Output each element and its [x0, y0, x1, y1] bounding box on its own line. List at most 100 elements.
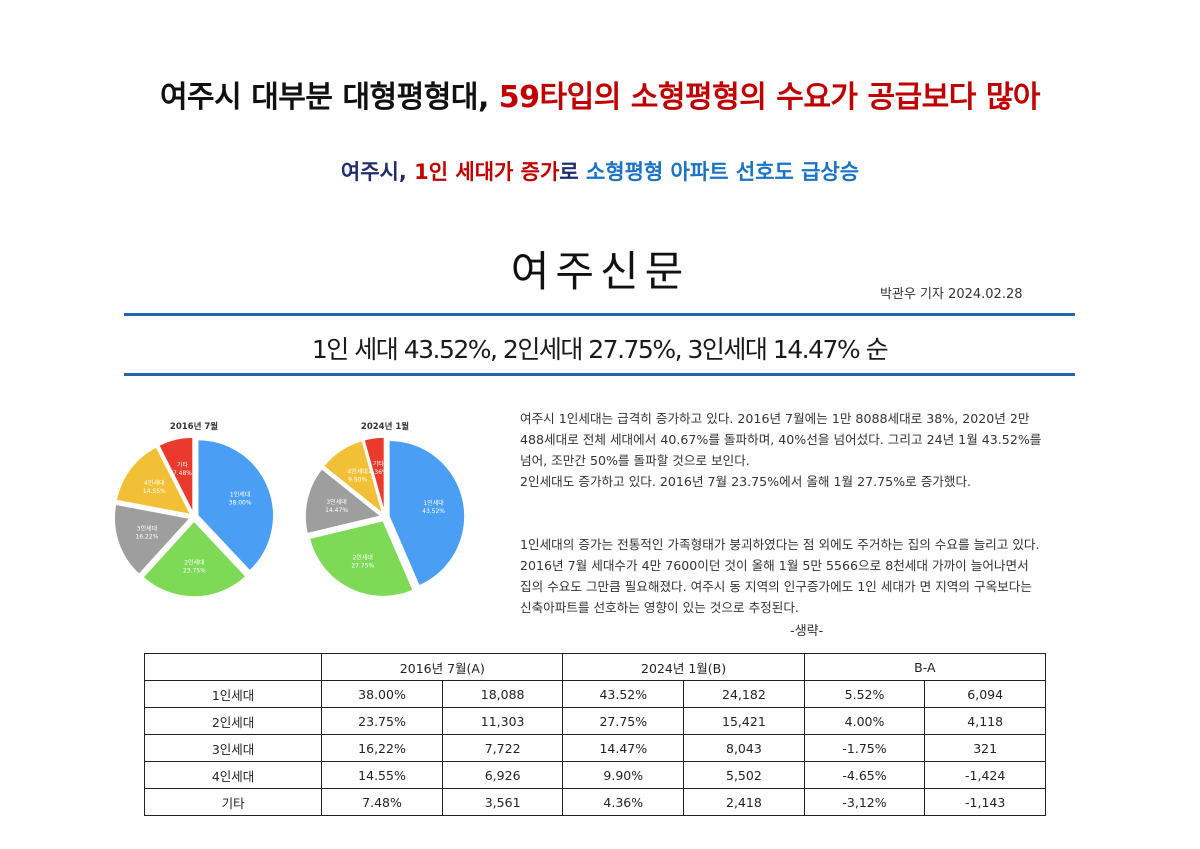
table-cell: 4인세대	[143, 761, 323, 789]
table-cell: 8,043	[683, 734, 805, 762]
pie-slice	[196, 438, 275, 572]
pie-slice-label: 16.22%	[136, 534, 159, 541]
pie-slice-category: 4인세대	[144, 479, 164, 487]
table-cell: 11,303	[441, 707, 564, 735]
table-row: 2인세대 23.75% 11,303 27.75% 15,421 4.00% 4…	[143, 707, 1046, 735]
pie-slice-label: 9.90%	[348, 477, 367, 484]
article-line: 집의 수요도 그만큼 필요해졌다. 여주시 동 지역의 인구증가에도 1인 세대…	[520, 579, 1032, 594]
table-cell: -1,143	[924, 788, 1046, 816]
table-cell: 321	[924, 734, 1046, 762]
table-header-row: 2016년 7월(A) 2024년 1월(B) B-A	[143, 653, 1047, 681]
table-header-cell: B-A	[803, 653, 1047, 681]
summary-heading: 1인 세대 43.52%, 2인세대 27.75%, 3인세대 14.47% 순	[311, 335, 889, 364]
subhead-part-2: 1인 세대가 증가	[414, 160, 560, 184]
pie-slice-category: 기타	[177, 461, 189, 469]
article-line: 넘어, 조만간 50%를 돌파할 것으로 보인다.	[520, 453, 750, 468]
table-cell: 5,502	[683, 761, 805, 789]
pie-slice-category: 2인세대	[353, 553, 373, 561]
pie-slice-label: 27.75%	[351, 562, 374, 569]
table-header-cell: 2024년 1월(B)	[562, 653, 805, 681]
table-cell: 9.90%	[562, 761, 685, 789]
table-row: 4인세대 14.55% 6,926 9.90% 5,502 -4.65% -1,…	[143, 761, 1046, 789]
article-line: 1인세대의 증가는 전통적인 가족형태가 붕괴하였다는 점 외에도 주거하는 집…	[520, 537, 1040, 552]
pie-slice-label: 14.55%	[143, 488, 166, 495]
article-line: 2인세대도 증가하고 있다. 2016년 7월 23.75%에서 올해 1월 2…	[520, 474, 972, 489]
table-cell: 14.55%	[321, 761, 443, 789]
bottom-divider	[124, 373, 1075, 376]
table-cell: 7.48%	[321, 788, 443, 816]
pie-charts: 2016년 7월 1인세대 38.00% 2인세대 23.75% 3인세대 16.22% 4인…	[112, 412, 492, 612]
pie-slice	[322, 439, 385, 516]
pie-slice-category: 3인세대	[326, 498, 346, 506]
headline-highlight: 59타입의 소형평형의 수요가 공급보다 많아	[498, 80, 1041, 115]
article-line: 2016년 7월 세대수가 4만 7600이던 것이 올해 1월 5만 5566…	[520, 558, 1029, 573]
article-line: 여주시 1인세대는 급격히 증가하고 있다. 2016년 7월에는 1만 808…	[520, 411, 1030, 426]
table-cell: 5.52%	[803, 680, 926, 708]
pie-slice	[362, 436, 386, 514]
table-cell: 23.75%	[321, 707, 443, 735]
table-cell: 15,421	[683, 707, 805, 735]
table-cell: 27.75%	[562, 707, 685, 735]
headline: 여주시 대부분 대형평형대, 59타입의 소형평형의 수요가 공급보다 많아	[0, 72, 1200, 116]
table-cell: 24,182	[683, 680, 805, 708]
top-divider	[124, 313, 1075, 316]
subhead-part-3: 로	[559, 160, 586, 184]
pie-slice	[157, 436, 194, 514]
pie-slice-label: 4.36%	[369, 469, 388, 476]
pie-slice-category: 4인세대	[347, 468, 367, 476]
table-cell: -3,12%	[803, 788, 926, 816]
pie-slice	[115, 445, 193, 516]
table-header-cell	[143, 653, 323, 681]
table-cell: -1.75%	[803, 734, 926, 762]
table-cell: 4,118	[924, 707, 1046, 735]
table-cell: 3,561	[441, 788, 564, 816]
table-cell: 1인세대	[143, 680, 323, 708]
table-cell: 7,722	[441, 734, 564, 762]
pie-slice-category: 3인세대	[137, 525, 157, 533]
pie-title: 2016년 7월	[170, 421, 218, 432]
table-cell: 3인세대	[143, 734, 323, 762]
pie-slice-label: 38.00%	[229, 500, 252, 507]
subhead-part-1: 여주시,	[340, 160, 415, 184]
pie-slice-label: 7.48%	[173, 470, 192, 477]
table-cell: 2,418	[683, 788, 805, 816]
table-cell: 6,926	[441, 761, 564, 789]
article-body: 여주시 1인세대는 급격히 증가하고 있다. 2016년 7월에는 1만 808…	[520, 408, 1110, 618]
newspaper-logo: 여주신문	[510, 247, 690, 296]
table-cell: 18,088	[441, 680, 564, 708]
byline: 박관우 기자 2024.02.28	[880, 287, 1023, 302]
article-line: 488세대로 전체 세대에서 40.67%를 돌파하며, 40%선을 넘어섰다.…	[520, 432, 1042, 447]
subhead-part-4: 소형평형 아파트 선호도 급상승	[585, 160, 860, 184]
table-cell: 2인세대	[143, 707, 323, 735]
table-cell: 6,094	[924, 680, 1046, 708]
omitted-marker: -생략-	[790, 624, 824, 639]
pie-title: 2024년 1월	[361, 421, 409, 432]
table-header-cell: 2016년 7월(A)	[321, 653, 564, 681]
pie-slice-label: 43.52%	[422, 508, 445, 515]
pie-slice-label: 14.47%	[325, 507, 348, 514]
household-table: 2016년 7월(A) 2024년 1월(B) B-A 1인세대 38.00% …	[143, 653, 1047, 816]
table-cell: 43.52%	[562, 680, 685, 708]
table-cell: 38.00%	[321, 680, 443, 708]
pie-slice-category: 1인세대	[230, 491, 250, 499]
pie-slice	[141, 519, 248, 598]
pie-slice	[308, 519, 415, 598]
pie-slice-label: 23.75%	[183, 568, 206, 575]
pie-slice-category: 2인세대	[184, 559, 204, 567]
table-row: 1인세대 38.00% 18,088 43.52% 24,182 5.52% 6…	[143, 680, 1046, 708]
table-cell: 4.00%	[803, 707, 926, 735]
table-row: 기타 7.48% 3,561 4.36% 2,418 -3,12% -1,143	[143, 788, 1046, 816]
table-cell: 14.47%	[562, 734, 685, 762]
table-row: 3인세대 16,22% 7,722 14.47% 8,043 -1.75% 32…	[143, 734, 1046, 762]
pie-slice	[113, 503, 192, 576]
headline-main: 여주시 대부분 대형평형대,	[159, 80, 499, 115]
table-cell: -4.65%	[803, 761, 926, 789]
table-cell: -1,424	[924, 761, 1046, 789]
subheadline: 여주시, 1인 세대가 증가로 소형평형 아파트 선호도 급상승	[0, 156, 1200, 186]
pie-slice	[388, 439, 466, 587]
table-cell: 4.36%	[562, 788, 685, 816]
pie-slice	[304, 467, 383, 535]
table-cell: 기타	[143, 788, 323, 816]
pie-chart-svg: 2016년 7월1인세대38.00%2인세대23.75%3인세대16.22%4인…	[113, 421, 466, 598]
article-line: 신축아파트를 선호하는 영향이 있는 것으로 추정된다.	[520, 600, 799, 615]
